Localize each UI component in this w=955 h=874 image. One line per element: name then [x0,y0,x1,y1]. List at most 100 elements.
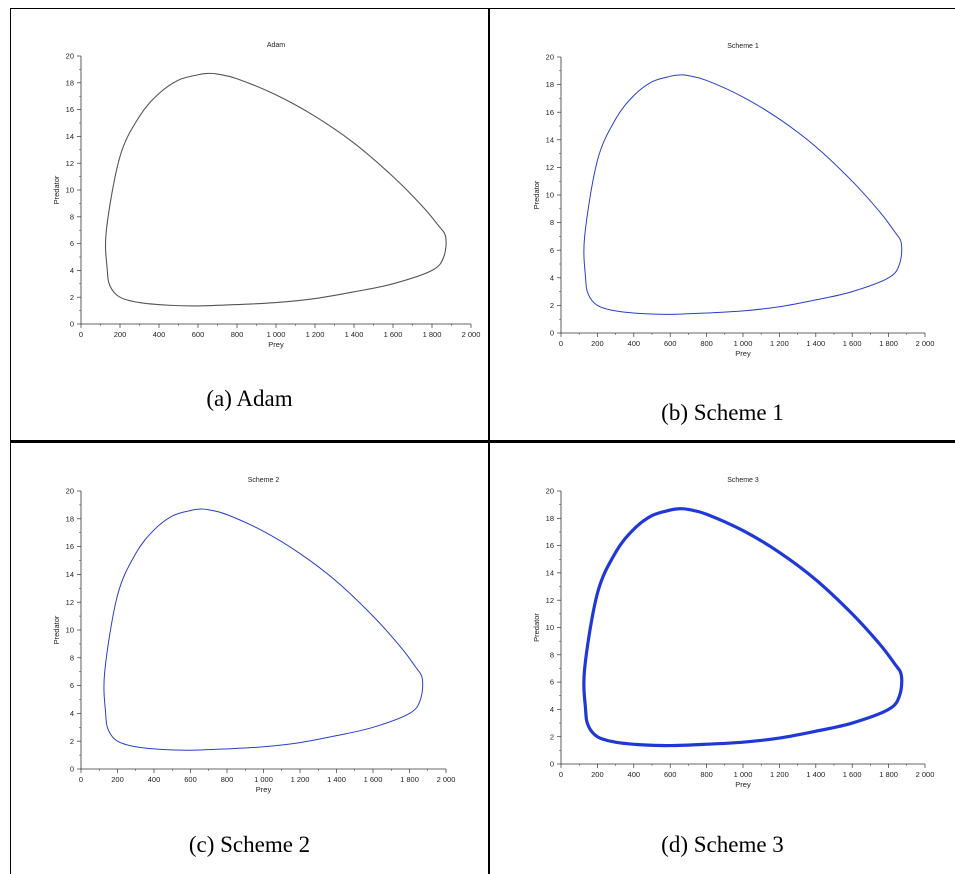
caption-c-label: (c) [188,832,215,857]
series-line [582,507,904,748]
y-axis-label: Predator [532,613,541,642]
y-tick-label: 0 [70,320,74,329]
chart-title: Scheme 1 [727,43,759,50]
y-tick-label: 6 [70,681,74,690]
x-tick-label: 400 [628,339,641,348]
y-tick-label: 14 [546,135,554,144]
x-tick-label: 0 [559,770,563,779]
x-tick-label: 1 000 [734,770,753,779]
y-tick-label: 0 [550,329,554,338]
x-tick-label: 2 000 [462,330,481,339]
x-tick-label: 1 000 [734,339,753,348]
x-tick-label: 400 [153,330,166,339]
x-tick-label: 2 000 [916,339,935,348]
x-tick-label: 1 800 [400,775,419,784]
y-tick-label: 16 [66,105,74,114]
y-tick-label: 10 [66,186,74,195]
x-tick-label: 0 [559,339,563,348]
y-tick-label: 12 [546,163,554,172]
chart-scheme-3: Scheme 30 200 400 600 800 1 000 1 200 1 400 1 60… [532,477,935,789]
y-tick-label: 20 [546,487,554,496]
x-tick-label: 200 [111,775,124,784]
x-tick-label: 1 600 [843,770,862,779]
y-tick-label: 6 [70,239,74,248]
chart-scheme-1: Scheme 10 200 400 600 800 1 000 1 200 1 400 1 60… [532,43,935,358]
x-tick-label: 1 800 [879,770,898,779]
y-tick-label: 18 [66,78,74,87]
y-tick-label: 6 [550,246,554,255]
y-tick-label: 10 [546,623,554,632]
y-tick-label: 10 [546,191,554,200]
x-axis-label: Prey [256,785,272,794]
x-tick-label: 1 000 [267,330,286,339]
x-axis-label: Prey [735,349,751,358]
x-tick-label: 2 000 [437,775,456,784]
y-tick-label: 4 [550,273,554,282]
x-tick-label: 600 [192,330,205,339]
y-tick-label: 20 [66,52,74,61]
y-tick-label: 4 [70,709,74,718]
x-tick-label: 800 [231,330,244,339]
caption-a-label: (a) [206,386,232,411]
x-axis-label: Prey [735,780,751,789]
x-tick-label: 1 400 [806,339,825,348]
y-tick-label: 6 [550,678,554,687]
x-tick-label: 2 000 [916,770,935,779]
y-tick-label: 12 [66,598,74,607]
y-tick-label: 20 [66,487,74,496]
y-tick-label: 16 [546,541,554,550]
y-tick-label: 18 [66,514,74,523]
y-tick-label: 18 [546,80,554,89]
caption-d: (d) Scheme 3 [490,832,955,858]
x-tick-label: 200 [591,770,604,779]
x-tick-label: 1 400 [327,775,346,784]
y-tick-label: 4 [70,266,74,275]
caption-b: (b) Scheme 1 [490,400,955,426]
y-tick-label: 2 [70,737,74,746]
y-tick-label: 14 [66,132,74,141]
x-tick-label: 0 [79,330,83,339]
y-tick-label: 14 [66,570,74,579]
y-tick-label: 0 [550,760,554,769]
x-tick-label: 1 600 [843,339,862,348]
y-tick-label: 4 [550,705,554,714]
y-axis-label: Predator [52,615,61,644]
y-tick-label: 12 [546,596,554,605]
y-tick-label: 16 [546,108,554,117]
x-tick-label: 0 [79,775,83,784]
caption-c: (c) Scheme 2 [11,832,488,858]
x-tick-label: 1 200 [770,339,789,348]
x-tick-label: 1 600 [364,775,383,784]
x-tick-label: 1 800 [423,330,442,339]
x-tick-label: 600 [664,770,677,779]
caption-b-text: Scheme 1 [693,400,784,425]
y-tick-label: 12 [66,159,74,168]
y-tick-label: 8 [550,650,554,659]
x-tick-label: 800 [221,775,234,784]
y-tick-label: 10 [66,626,74,635]
x-tick-label: 200 [591,339,604,348]
x-tick-label: 600 [184,775,197,784]
y-axis-label: Predator [52,175,61,204]
y-axis-label: Predator [532,180,541,209]
x-tick-label: 800 [700,770,713,779]
y-tick-label: 2 [550,301,554,310]
y-tick-label: 8 [550,218,554,227]
x-tick-label: 1 200 [770,770,789,779]
y-tick-label: 16 [66,542,74,551]
x-tick-label: 1 200 [306,330,325,339]
x-tick-label: 1 400 [806,770,825,779]
caption-b-label: (b) [661,400,688,425]
y-tick-label: 2 [550,732,554,741]
x-tick-label: 1 200 [291,775,310,784]
panel-d: Scheme 3 0 200 400 600 800 1 000 1 200 1 400 1 60… [490,444,955,874]
y-tick-label: 2 [70,293,74,302]
caption-d-label: (d) [661,832,688,857]
y-tick-label: 20 [546,53,554,62]
chart-scheme-2: Scheme 20 200 400 600 800 1 000 1 200 1 400 1 60… [52,477,456,794]
caption-a: (a) Adam [11,386,488,412]
panel-b: Scheme 1 0 200 400 600 800 1 000 1 200 1 400 1 60… [490,8,955,440]
panel-c: Scheme 2 0 200 400 600 800 1 000 1 200 1 400 1 60… [11,444,488,874]
y-tick-label: 8 [70,653,74,662]
